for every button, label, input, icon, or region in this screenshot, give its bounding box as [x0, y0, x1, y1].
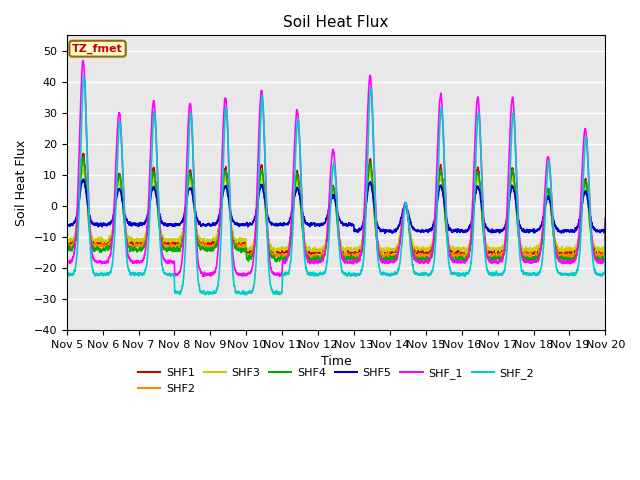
SHF_2 — [63, 270, 70, 276]
SHF3 — [601, 248, 609, 253]
SHF4 — [595, 261, 603, 266]
SHF_1 — [457, 258, 465, 264]
SHF5 — [457, 227, 465, 233]
Line: SHF1: SHF1 — [67, 154, 605, 257]
Line: SHF4: SHF4 — [67, 158, 605, 264]
SHF2 — [601, 251, 609, 257]
SHF3 — [160, 238, 168, 243]
SHF1 — [380, 254, 387, 260]
SHF_1 — [601, 257, 609, 263]
SHF_1 — [602, 232, 609, 238]
SHF_1 — [488, 258, 495, 264]
SHF_1 — [316, 259, 324, 265]
SHF4 — [316, 256, 324, 262]
SHF1 — [601, 248, 609, 253]
SHF2 — [602, 228, 609, 234]
Y-axis label: Soil Heat Flux: Soil Heat Flux — [15, 140, 28, 226]
SHF5 — [160, 222, 168, 228]
SHF2 — [79, 158, 86, 164]
SHF_2 — [427, 269, 435, 275]
SHF2 — [427, 251, 435, 256]
SHF1 — [602, 226, 609, 232]
SHF4 — [488, 255, 495, 261]
SHF_2 — [457, 272, 465, 277]
SHF2 — [488, 254, 495, 260]
SHF3 — [79, 165, 86, 171]
SHF_2 — [488, 271, 495, 276]
SHF4 — [602, 229, 609, 235]
Title: Soil Heat Flux: Soil Heat Flux — [284, 15, 388, 30]
SHF3 — [488, 246, 495, 252]
Line: SHF_1: SHF_1 — [67, 61, 605, 276]
SHF_1 — [63, 259, 70, 265]
SHF1 — [488, 248, 495, 254]
Text: TZ_fmet: TZ_fmet — [72, 44, 123, 54]
SHF4 — [79, 155, 86, 161]
SHF2 — [457, 254, 465, 260]
Line: SHF3: SHF3 — [67, 168, 605, 254]
SHF3 — [316, 246, 324, 252]
SHF2 — [63, 244, 70, 250]
SHF_2 — [316, 270, 324, 276]
SHF3 — [427, 243, 435, 249]
SHF4 — [427, 255, 435, 261]
SHF2 — [316, 252, 324, 258]
SHF_1 — [79, 58, 86, 64]
SHF5 — [381, 230, 388, 236]
SHF2 — [160, 243, 168, 249]
SHF2 — [568, 256, 576, 262]
SHF5 — [488, 228, 495, 234]
Legend: SHF1, SHF2, SHF3, SHF4, SHF5, SHF_1, SHF_2: SHF1, SHF2, SHF3, SHF4, SHF5, SHF_1, SHF… — [134, 364, 538, 398]
Line: SHF_2: SHF_2 — [67, 77, 605, 295]
SHF4 — [160, 245, 168, 251]
SHF_1 — [160, 256, 168, 262]
SHF5 — [63, 221, 70, 227]
SHF3 — [457, 247, 465, 252]
SHF3 — [602, 225, 609, 231]
X-axis label: Time: Time — [321, 355, 351, 369]
SHF4 — [457, 254, 465, 260]
SHF_2 — [602, 237, 609, 243]
SHF1 — [427, 248, 435, 254]
SHF1 — [63, 239, 70, 244]
SHF5 — [79, 176, 87, 182]
Line: SHF5: SHF5 — [67, 179, 605, 233]
SHF1 — [316, 249, 324, 255]
SHF5 — [602, 215, 609, 221]
SHF4 — [601, 256, 609, 262]
SHF3 — [63, 235, 70, 241]
SHF_2 — [243, 292, 250, 298]
SHF_2 — [601, 271, 609, 277]
SHF1 — [79, 151, 87, 156]
Line: SHF2: SHF2 — [67, 161, 605, 259]
SHF_2 — [80, 74, 88, 80]
SHF5 — [427, 226, 435, 232]
SHF1 — [457, 250, 465, 256]
SHF1 — [160, 240, 168, 245]
SHF3 — [380, 252, 387, 257]
SHF_1 — [200, 274, 208, 279]
SHF_2 — [160, 269, 168, 275]
SHF5 — [601, 228, 609, 234]
SHF5 — [316, 223, 324, 229]
SHF4 — [63, 248, 70, 254]
SHF_1 — [427, 254, 435, 260]
